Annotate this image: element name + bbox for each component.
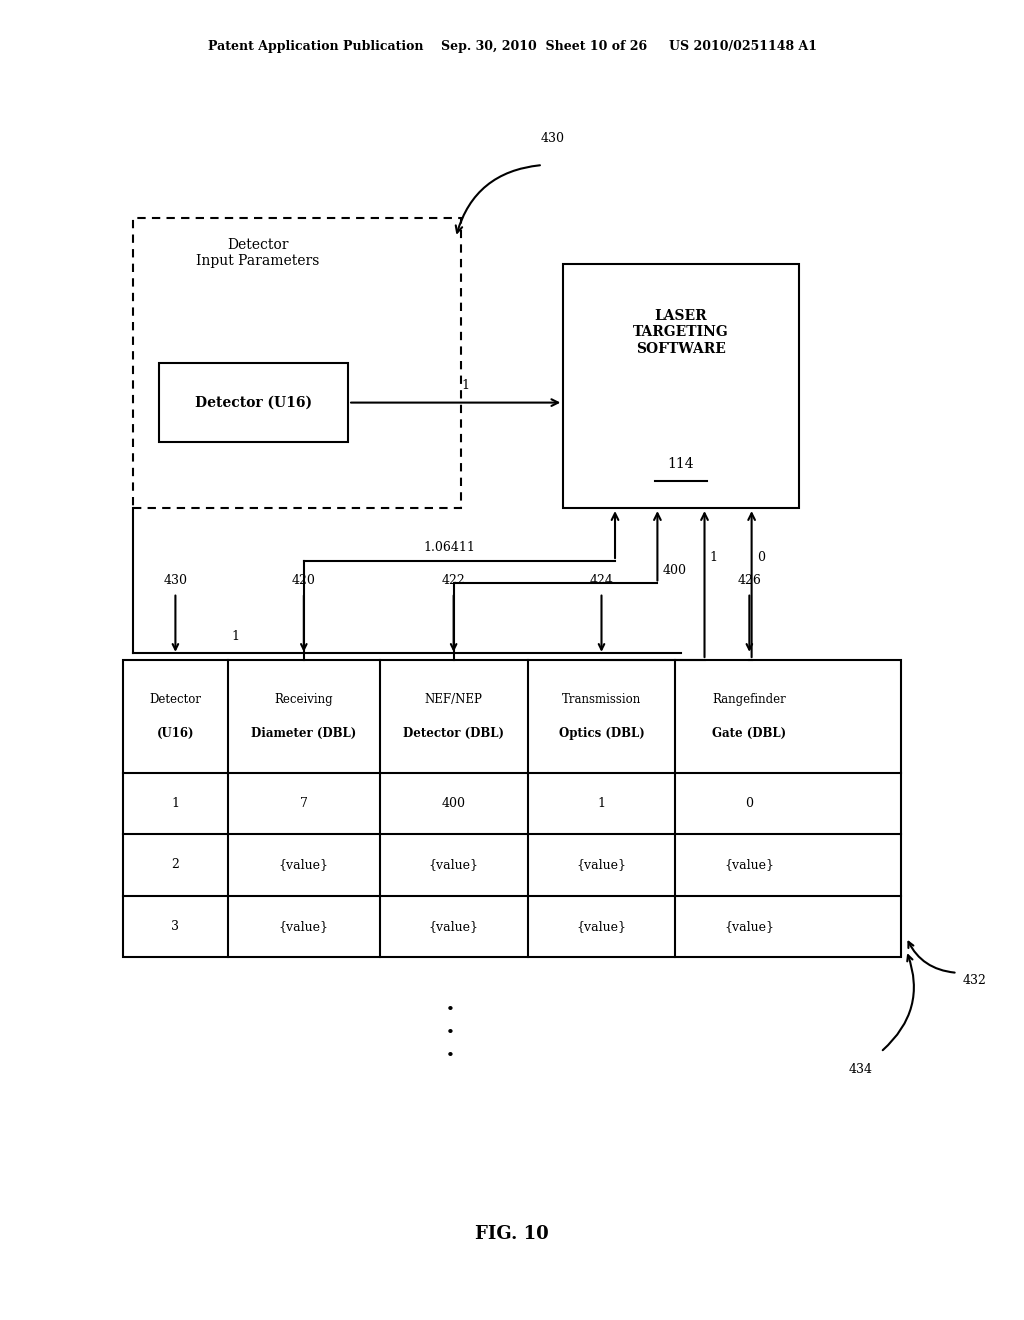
Text: {value}: {value} — [724, 858, 774, 871]
Text: Receiving: Receiving — [274, 693, 333, 706]
Text: 420: 420 — [292, 574, 315, 587]
Text: {value}: {value} — [279, 920, 329, 933]
Text: 422: 422 — [441, 574, 466, 587]
FancyBboxPatch shape — [159, 363, 348, 442]
FancyBboxPatch shape — [563, 264, 799, 508]
FancyBboxPatch shape — [133, 218, 461, 508]
Text: 434: 434 — [848, 1063, 872, 1076]
Text: 400: 400 — [441, 797, 466, 810]
Text: 424: 424 — [590, 574, 613, 587]
Text: Transmission: Transmission — [562, 693, 641, 706]
Text: (U16): (U16) — [157, 727, 195, 741]
Text: Gate (DBL): Gate (DBL) — [713, 727, 786, 741]
Text: 400: 400 — [663, 564, 686, 577]
Text: Detector (DBL): Detector (DBL) — [403, 727, 504, 741]
Text: 1: 1 — [462, 379, 470, 392]
Text: 1: 1 — [171, 797, 179, 810]
Text: FIG. 10: FIG. 10 — [475, 1225, 549, 1243]
Text: Detector: Detector — [150, 693, 202, 706]
Text: Detector (U16): Detector (U16) — [195, 396, 312, 409]
Text: 3: 3 — [171, 920, 179, 933]
Text: Optics (DBL): Optics (DBL) — [559, 727, 644, 741]
Text: 2: 2 — [171, 858, 179, 871]
Text: {value}: {value} — [724, 920, 774, 933]
Text: 114: 114 — [668, 457, 694, 471]
Text: {value}: {value} — [577, 920, 627, 933]
Text: •
•
•: • • • — [445, 1003, 455, 1063]
Text: 0: 0 — [757, 552, 765, 564]
Text: 430: 430 — [541, 132, 565, 145]
Text: 426: 426 — [737, 574, 761, 587]
Text: 1: 1 — [231, 630, 240, 643]
Text: Diameter (DBL): Diameter (DBL) — [251, 727, 356, 741]
Text: {value}: {value} — [279, 858, 329, 871]
Text: 432: 432 — [963, 974, 986, 987]
Text: 7: 7 — [300, 797, 308, 810]
Text: 0: 0 — [745, 797, 754, 810]
Text: 1: 1 — [597, 797, 605, 810]
Text: {value}: {value} — [429, 858, 478, 871]
Text: {value}: {value} — [429, 920, 478, 933]
Text: Rangefinder: Rangefinder — [713, 693, 786, 706]
Text: Patent Application Publication    Sep. 30, 2010  Sheet 10 of 26     US 2010/0251: Patent Application Publication Sep. 30, … — [208, 40, 816, 53]
Text: 1.06411: 1.06411 — [423, 541, 475, 554]
Text: LASER
TARGETING
SOFTWARE: LASER TARGETING SOFTWARE — [633, 309, 729, 355]
Text: Detector
Input Parameters: Detector Input Parameters — [196, 238, 319, 268]
Text: 430: 430 — [164, 574, 187, 587]
Text: {value}: {value} — [577, 858, 627, 871]
Text: 1: 1 — [710, 552, 718, 564]
Text: NEF/NEP: NEF/NEP — [425, 693, 482, 706]
Bar — [123, 660, 901, 957]
